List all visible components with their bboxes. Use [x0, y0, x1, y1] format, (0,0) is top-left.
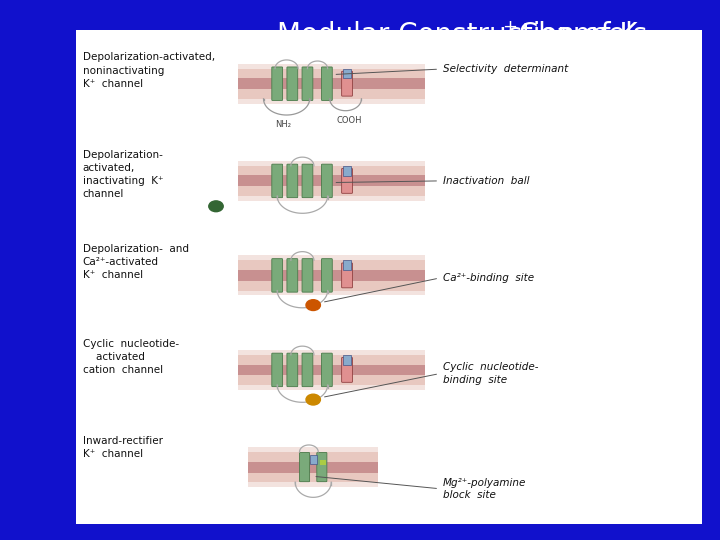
Bar [238, 69, 425, 78]
Bar [238, 186, 425, 196]
FancyBboxPatch shape [287, 353, 298, 387]
Bar [248, 467, 378, 472]
FancyBboxPatch shape [76, 30, 702, 524]
FancyBboxPatch shape [342, 168, 353, 193]
Bar [238, 64, 425, 69]
FancyBboxPatch shape [343, 166, 351, 176]
FancyBboxPatch shape [300, 453, 310, 482]
Circle shape [306, 300, 320, 310]
Bar [248, 452, 378, 462]
FancyBboxPatch shape [342, 357, 353, 382]
FancyBboxPatch shape [302, 259, 313, 292]
FancyBboxPatch shape [322, 67, 333, 100]
Text: Ca²⁺-binding  site: Ca²⁺-binding site [443, 273, 534, 283]
Text: Cyclic  nucleotide-
binding  site: Cyclic nucleotide- binding site [443, 362, 539, 385]
FancyBboxPatch shape [342, 263, 353, 288]
Bar [238, 166, 425, 176]
Text: Inward-rectifier
K⁺  channel: Inward-rectifier K⁺ channel [83, 436, 163, 459]
Bar [238, 281, 425, 291]
Text: Modular Construction of K: Modular Construction of K [277, 21, 638, 49]
FancyBboxPatch shape [320, 460, 326, 465]
Text: Mg²⁺-polyamine
block  site: Mg²⁺-polyamine block site [443, 477, 526, 500]
Bar [238, 176, 425, 181]
FancyBboxPatch shape [287, 164, 298, 198]
Text: Inactivation  ball: Inactivation ball [443, 176, 529, 186]
Circle shape [209, 201, 223, 212]
Circle shape [306, 394, 320, 405]
Bar [238, 370, 425, 375]
Text: Selectivity  determinant: Selectivity determinant [443, 64, 568, 74]
FancyBboxPatch shape [343, 355, 351, 365]
FancyBboxPatch shape [342, 71, 353, 96]
Bar [238, 89, 425, 99]
Bar [248, 482, 378, 487]
FancyBboxPatch shape [322, 164, 333, 198]
Bar [238, 99, 425, 104]
FancyBboxPatch shape [317, 453, 327, 482]
Bar [248, 472, 378, 482]
FancyBboxPatch shape [322, 353, 333, 387]
Bar [238, 260, 425, 270]
Bar [238, 355, 425, 365]
Bar [238, 270, 425, 275]
FancyBboxPatch shape [287, 67, 298, 100]
Text: Cyclic  nucleotide-
    activated
cation  channel: Cyclic nucleotide- activated cation chan… [83, 339, 179, 375]
Bar [238, 291, 425, 295]
Bar [238, 255, 425, 260]
Text: +: + [502, 18, 517, 36]
Bar [248, 447, 378, 452]
Text: NH₂: NH₂ [275, 120, 291, 130]
Text: COOH: COOH [336, 116, 362, 125]
FancyBboxPatch shape [272, 353, 283, 387]
Bar [238, 364, 425, 370]
FancyBboxPatch shape [272, 259, 283, 292]
FancyBboxPatch shape [343, 260, 351, 270]
Bar [238, 385, 425, 390]
Bar [238, 84, 425, 89]
Bar [238, 196, 425, 201]
FancyBboxPatch shape [302, 67, 313, 100]
Bar [238, 181, 425, 186]
Bar [238, 78, 425, 84]
FancyBboxPatch shape [343, 69, 351, 78]
FancyBboxPatch shape [302, 164, 313, 198]
Text: Depolarization-
activated,
inactivating  K⁺
channel: Depolarization- activated, inactivating … [83, 150, 163, 199]
Bar [238, 375, 425, 385]
FancyBboxPatch shape [322, 259, 333, 292]
Text: Depolarization-  and
Ca²⁺-activated
K⁺  channel: Depolarization- and Ca²⁺-activated K⁺ ch… [83, 244, 189, 280]
FancyBboxPatch shape [272, 164, 283, 198]
Text: Channels: Channels [510, 21, 648, 49]
Text: Depolarization-activated,
noninactivating
K⁺  channel: Depolarization-activated, noninactivatin… [83, 52, 215, 89]
FancyBboxPatch shape [302, 353, 313, 387]
Bar [248, 462, 378, 467]
FancyBboxPatch shape [287, 259, 298, 292]
Bar [238, 161, 425, 166]
FancyBboxPatch shape [310, 455, 317, 464]
Bar [238, 275, 425, 281]
Bar [238, 350, 425, 355]
FancyBboxPatch shape [272, 67, 283, 100]
